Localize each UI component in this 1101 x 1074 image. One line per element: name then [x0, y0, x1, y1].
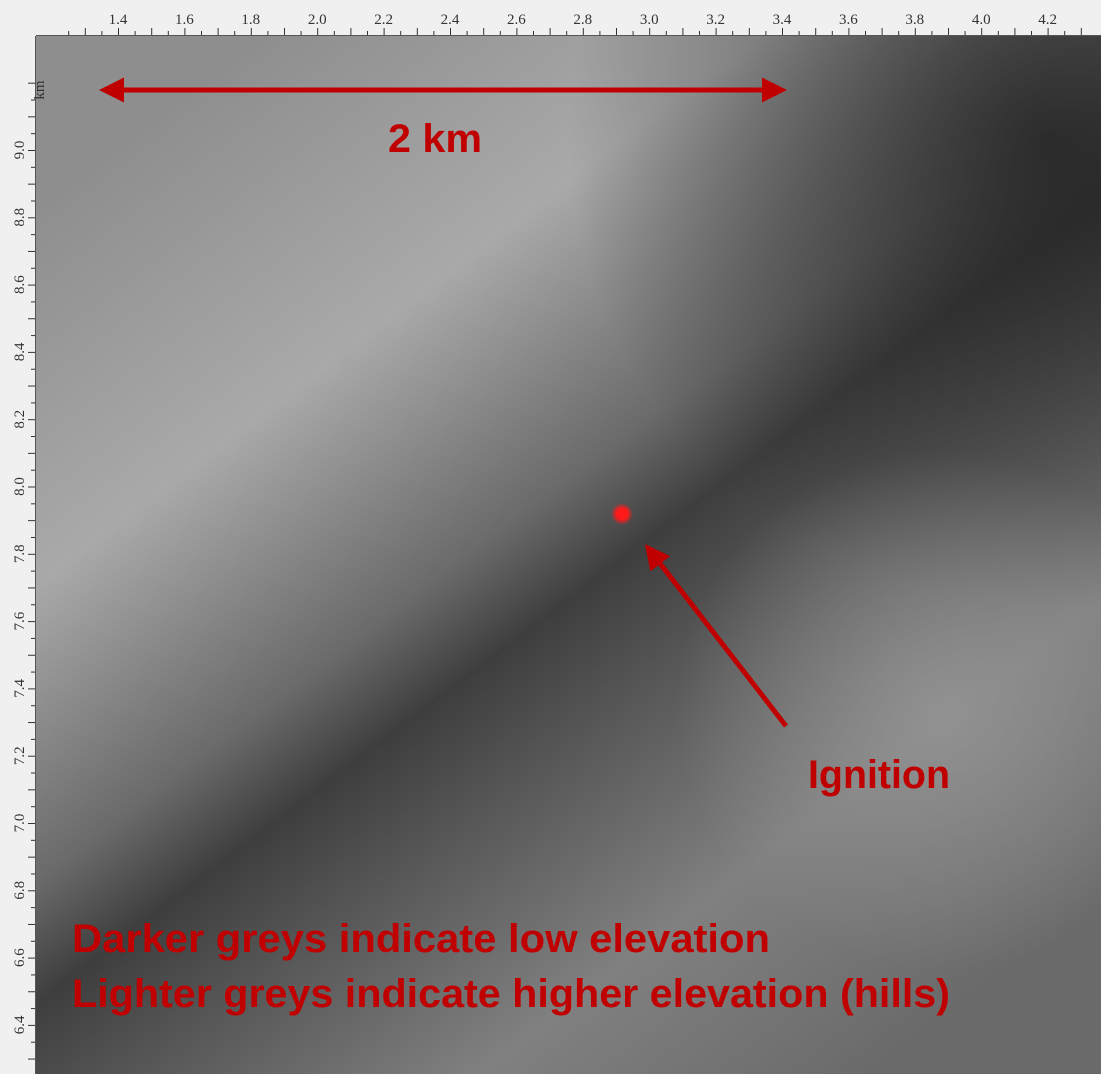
ruler-label: 6.4	[12, 1015, 28, 1034]
scale-label: 2 km	[388, 117, 482, 161]
ruler-label: 4.2	[1038, 12, 1057, 28]
legend-text: Darker greys indicate low elevation	[72, 917, 770, 961]
ruler-label: 8.2	[12, 410, 28, 429]
ruler-label: 1.6	[175, 12, 194, 28]
ruler-label: 1.4	[109, 12, 128, 28]
ignition-label: Ignition	[808, 753, 950, 797]
ruler-label: 7.6	[12, 611, 28, 630]
ruler-label: 3.4	[773, 12, 792, 28]
elevation-map: km 2 km Ignition Darker greys indicate l…	[0, 0, 1101, 1074]
ruler-label: 2.4	[441, 12, 460, 28]
ruler-left	[0, 0, 36, 1074]
ruler-label: 2.6	[507, 12, 526, 28]
legend-text: Lighter greys indicate higher elevation …	[72, 972, 950, 1016]
ruler-label: 8.4	[12, 342, 28, 361]
ignition-point	[611, 503, 633, 525]
ruler-label: 7.0	[12, 814, 28, 833]
ruler-label: 8.8	[12, 208, 28, 227]
ruler-label: 3.6	[839, 12, 858, 28]
ruler-label: 6.8	[12, 881, 28, 900]
ruler-label: 3.0	[640, 12, 659, 28]
ruler-label: 8.6	[12, 275, 28, 294]
ruler-label: 2.2	[374, 12, 393, 28]
ruler-label: 9.0	[12, 141, 28, 160]
ruler-label: 8.0	[12, 477, 28, 496]
ruler-label: 2.8	[573, 12, 592, 28]
ruler-label: 7.2	[12, 746, 28, 765]
ruler-label: 1.8	[241, 12, 260, 28]
ruler-label: 4.0	[972, 12, 991, 28]
ruler-label: 7.4	[12, 679, 28, 698]
ruler-label: 3.2	[706, 12, 725, 28]
ruler-label: 7.8	[12, 544, 28, 563]
ruler-label: 3.8	[905, 12, 924, 28]
ruler-label: 6.6	[12, 948, 28, 967]
ruler-label: 2.0	[308, 12, 327, 28]
page: {"ruler_top": {"labels": ["1.4", "1.6", …	[0, 0, 1101, 1074]
